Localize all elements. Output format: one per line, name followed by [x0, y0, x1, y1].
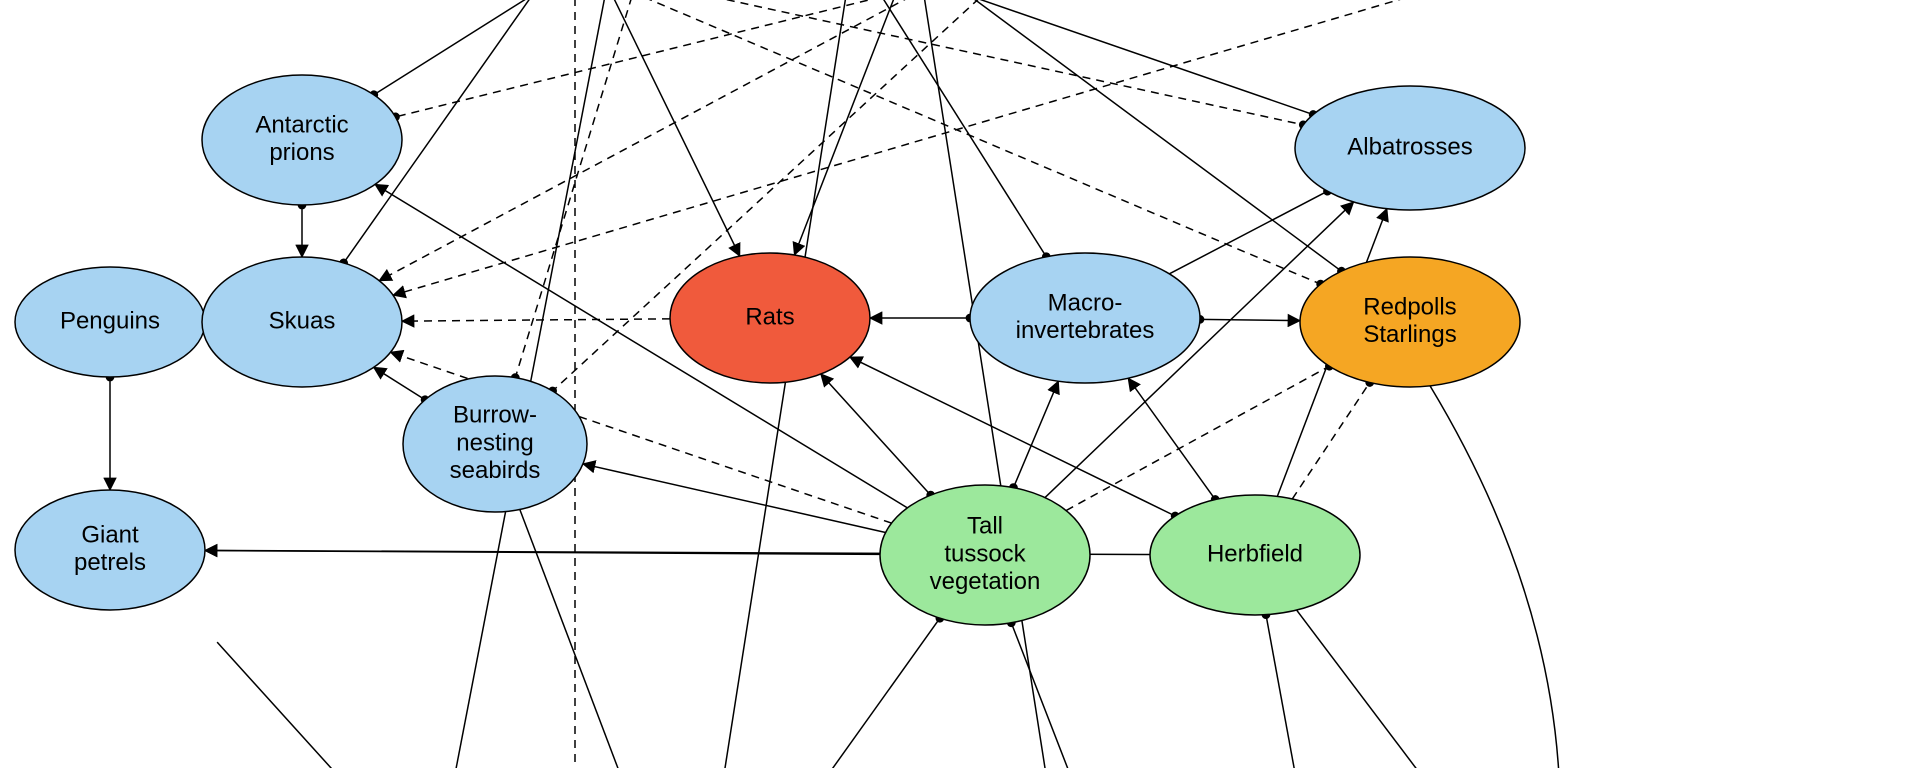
edge [1266, 615, 1300, 768]
edge [1430, 386, 1560, 768]
node-macro_inv: Macro-invertebrates [970, 253, 1200, 383]
node-label: Starlings [1363, 321, 1456, 348]
edge [1200, 319, 1300, 320]
edge [379, 0, 960, 281]
edge [1169, 191, 1327, 274]
edge [395, 0, 990, 117]
node-antarctic_prions: Antarcticprions [202, 75, 402, 205]
node-label: Redpolls [1363, 294, 1456, 321]
edge [590, 0, 1303, 125]
edge [1292, 382, 1369, 498]
node-rats: Rats [670, 253, 870, 383]
edge [1013, 381, 1058, 487]
node-giant_petrels: Giantpetrels [15, 490, 205, 610]
node-skuas: Skuas [202, 257, 402, 387]
node-label: Tall [967, 513, 1003, 540]
edge [402, 319, 670, 321]
edge [217, 642, 360, 768]
edge [1297, 610, 1440, 768]
edge [1011, 623, 1080, 768]
node-label: Albatrosses [1347, 133, 1472, 160]
node-tussock: Talltussockvegetation [880, 485, 1090, 625]
edge [600, 0, 740, 256]
node-label: seabirds [450, 457, 541, 484]
node-penguins: Penguins [15, 267, 205, 377]
node-label: Rats [745, 303, 794, 330]
node-label: vegetation [930, 568, 1041, 595]
edge [580, 0, 1321, 284]
edge [935, 0, 1341, 271]
node-label: Giant [81, 522, 139, 549]
edge [583, 464, 886, 533]
node-label: Skuas [269, 307, 336, 334]
edge [821, 374, 931, 495]
edge [1066, 366, 1329, 510]
node-label: Herbfield [1207, 540, 1303, 567]
edge [374, 367, 425, 399]
node-redpolls: RedpollsStarlings [1300, 257, 1520, 387]
edge [865, 0, 1046, 257]
node-albatrosses: Albatrosses [1295, 86, 1525, 210]
node-burrow_seabirds: Burrow-nestingseabirds [403, 376, 587, 512]
node-label: petrels [74, 549, 146, 576]
edge [920, 0, 1050, 768]
node-herbfield: Herbfield [1150, 495, 1360, 615]
node-label: Burrow- [453, 402, 537, 429]
node-label: prions [269, 139, 334, 166]
foodweb-diagram: Antarcticprions Albatrosses Penguins Skuas R… [0, 0, 1920, 768]
node-label: Macro- [1048, 290, 1123, 317]
nodes-layer: Antarcticprions Albatrosses Penguins Skuas R… [15, 75, 1525, 625]
edge [810, 618, 940, 768]
node-label: nesting [456, 429, 533, 456]
edge [515, 0, 640, 378]
node-label: Antarctic [255, 112, 348, 139]
node-label: invertebrates [1016, 317, 1155, 344]
edge [1128, 378, 1215, 499]
node-label: tussock [944, 540, 1026, 567]
node-label: Penguins [60, 307, 160, 334]
